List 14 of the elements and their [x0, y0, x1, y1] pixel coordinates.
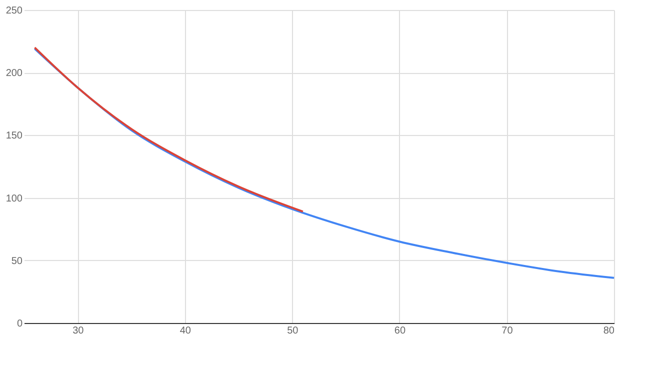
x-tick-label: 50 [287, 326, 299, 336]
x-tick-label: 70 [502, 326, 514, 336]
y-tick-label: 250 [6, 6, 23, 16]
line-series [34, 48, 615, 279]
y-tick-label: 150 [6, 130, 23, 142]
y-tick-label: 200 [6, 68, 23, 80]
y-tick-label: 50 [11, 256, 23, 267]
line-series [34, 46, 304, 213]
x-tick-label: 60 [394, 326, 406, 336]
y-tick-label: 100 [6, 193, 23, 204]
y-tick-label: 0 [16, 318, 23, 330]
x-tick-label: 40 [180, 326, 192, 336]
x-tick-label: 30 [72, 326, 84, 336]
x-tick-label: 80 [603, 326, 615, 336]
